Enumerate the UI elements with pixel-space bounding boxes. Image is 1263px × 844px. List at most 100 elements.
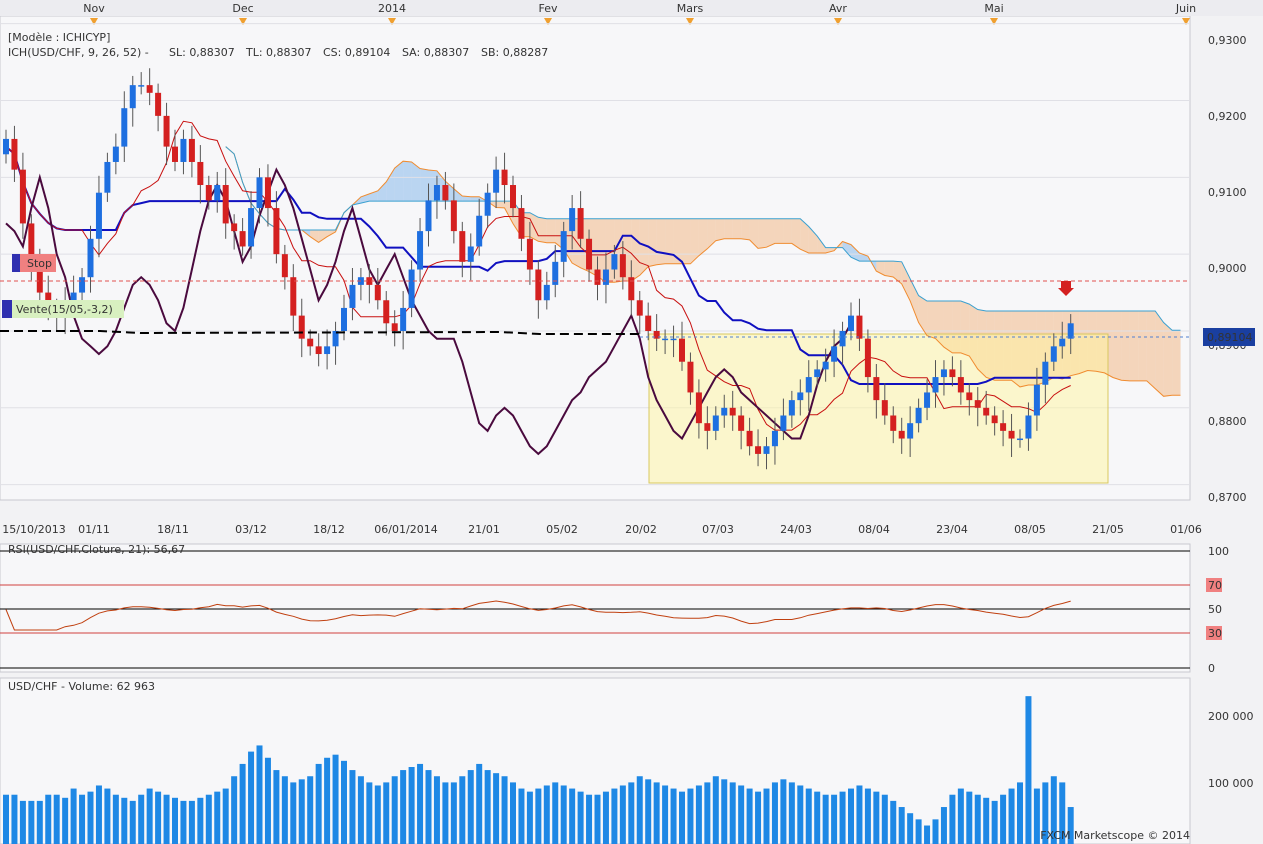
volume-bar [391, 776, 398, 844]
cloud-segment [546, 218, 556, 243]
candle-body [1033, 384, 1040, 416]
rsi-level: 50 [1208, 603, 1222, 616]
volume-bar [205, 794, 212, 844]
volume-bar [957, 788, 964, 844]
volume-bar [788, 782, 795, 844]
senkou-span-b-line [225, 146, 1181, 331]
volume-bar [324, 757, 331, 844]
candle-body [831, 346, 838, 362]
candle-body [239, 231, 246, 247]
volume-bar [70, 788, 77, 844]
candle-body [1025, 415, 1032, 439]
candle-body [180, 138, 187, 162]
price-tick: 0,9100 [1208, 186, 1247, 199]
month-marker-icon [990, 18, 998, 25]
date-label: 20/02 [625, 523, 657, 536]
volume-bar [636, 776, 643, 844]
candle-body [535, 269, 542, 301]
month-marker-icon [239, 18, 247, 25]
candle-body [459, 231, 466, 262]
volume-bar [366, 782, 373, 844]
volume-tick: 100 000 [1208, 777, 1254, 790]
candle-body [349, 284, 356, 308]
volume-bar [425, 770, 432, 844]
rsi-level: 100 [1208, 545, 1229, 558]
candle-body [433, 185, 440, 201]
date-label: 08/04 [858, 523, 890, 536]
volume-bar [239, 763, 246, 844]
cloud-segment [732, 218, 742, 239]
candle-body [188, 138, 195, 162]
candle-body [290, 277, 297, 316]
month-axis: Nov Dec 2014 Fev Mars Avr Mai Juin [83, 2, 1196, 25]
date-label: 18/12 [313, 523, 345, 536]
candle-body [814, 369, 821, 378]
volume-bar [28, 800, 35, 844]
cloud-segment [698, 218, 708, 256]
cloud-segment [715, 218, 725, 241]
cloud-segment [859, 253, 868, 262]
volume-bar [281, 776, 288, 844]
cloud-segment [665, 218, 674, 264]
volume-bar [459, 776, 466, 844]
volume-bar [104, 788, 111, 844]
cloud-segment [910, 278, 919, 323]
candle-body [417, 231, 424, 270]
volume-bar [864, 788, 871, 844]
candle-body [560, 231, 567, 262]
legend-ich: ICH(USD/CHF, 9, 26, 52) - [8, 46, 149, 59]
volume-bar [526, 791, 533, 844]
cloud-segment [842, 241, 851, 258]
volume-bar [188, 800, 195, 844]
candle-body [746, 430, 753, 447]
volume-bar [510, 782, 516, 844]
month-marker-icon [544, 18, 552, 25]
volume-bar [966, 791, 973, 844]
sell-marker-label: Vente(15/05,-3,2) [16, 303, 113, 316]
volume-bar [645, 779, 652, 844]
sell-marker[interactable]: Vente(15/05,-3,2) [2, 300, 124, 318]
candle-body [146, 85, 153, 93]
candle-body [36, 261, 43, 293]
cloud-segment [394, 161, 404, 202]
candle-body [163, 115, 170, 147]
month-marker-icon [1182, 18, 1190, 25]
candle-body [1000, 423, 1007, 431]
volume-bar [949, 794, 956, 844]
rsi-panel [0, 543, 1191, 673]
candle-body [881, 400, 888, 416]
watermark: FXCM Marketscope © 2014 [1040, 829, 1190, 842]
volume-bar [214, 791, 221, 844]
candle-body [341, 307, 347, 331]
volume-bar [163, 794, 170, 844]
date-axis: 15/10/2013 01/11 18/11 03/12 18/12 06/01… [2, 523, 1202, 536]
volume-bar [1067, 807, 1074, 844]
volume-bar [3, 794, 9, 844]
cloud-segment [741, 218, 750, 240]
candle-body [3, 138, 9, 155]
volume-bar [1008, 788, 1015, 844]
volume-bar [738, 785, 745, 844]
candle-body [907, 423, 914, 439]
candle-body [222, 185, 229, 224]
volume-bar [45, 794, 52, 844]
candle-body [957, 377, 964, 393]
candle-body [940, 369, 947, 378]
legend-sl: SL: 0,88307 [169, 46, 235, 59]
volume-bar [856, 785, 863, 844]
down-arrow-icon[interactable] [1058, 281, 1074, 296]
cloud-segment [682, 218, 691, 264]
volume-bar [155, 791, 162, 844]
stop-marker[interactable]: Stop [12, 254, 56, 272]
cloud-segment [631, 218, 640, 282]
cloud-segment [462, 195, 471, 202]
cloud-segment [648, 218, 657, 267]
cloud-segment [927, 301, 936, 339]
candle-body [974, 400, 981, 408]
volume-bar [611, 788, 618, 844]
volume-bar [146, 788, 153, 844]
cloud-segment [1138, 311, 1147, 381]
candle-body [771, 430, 778, 447]
volume-bar [746, 788, 753, 844]
